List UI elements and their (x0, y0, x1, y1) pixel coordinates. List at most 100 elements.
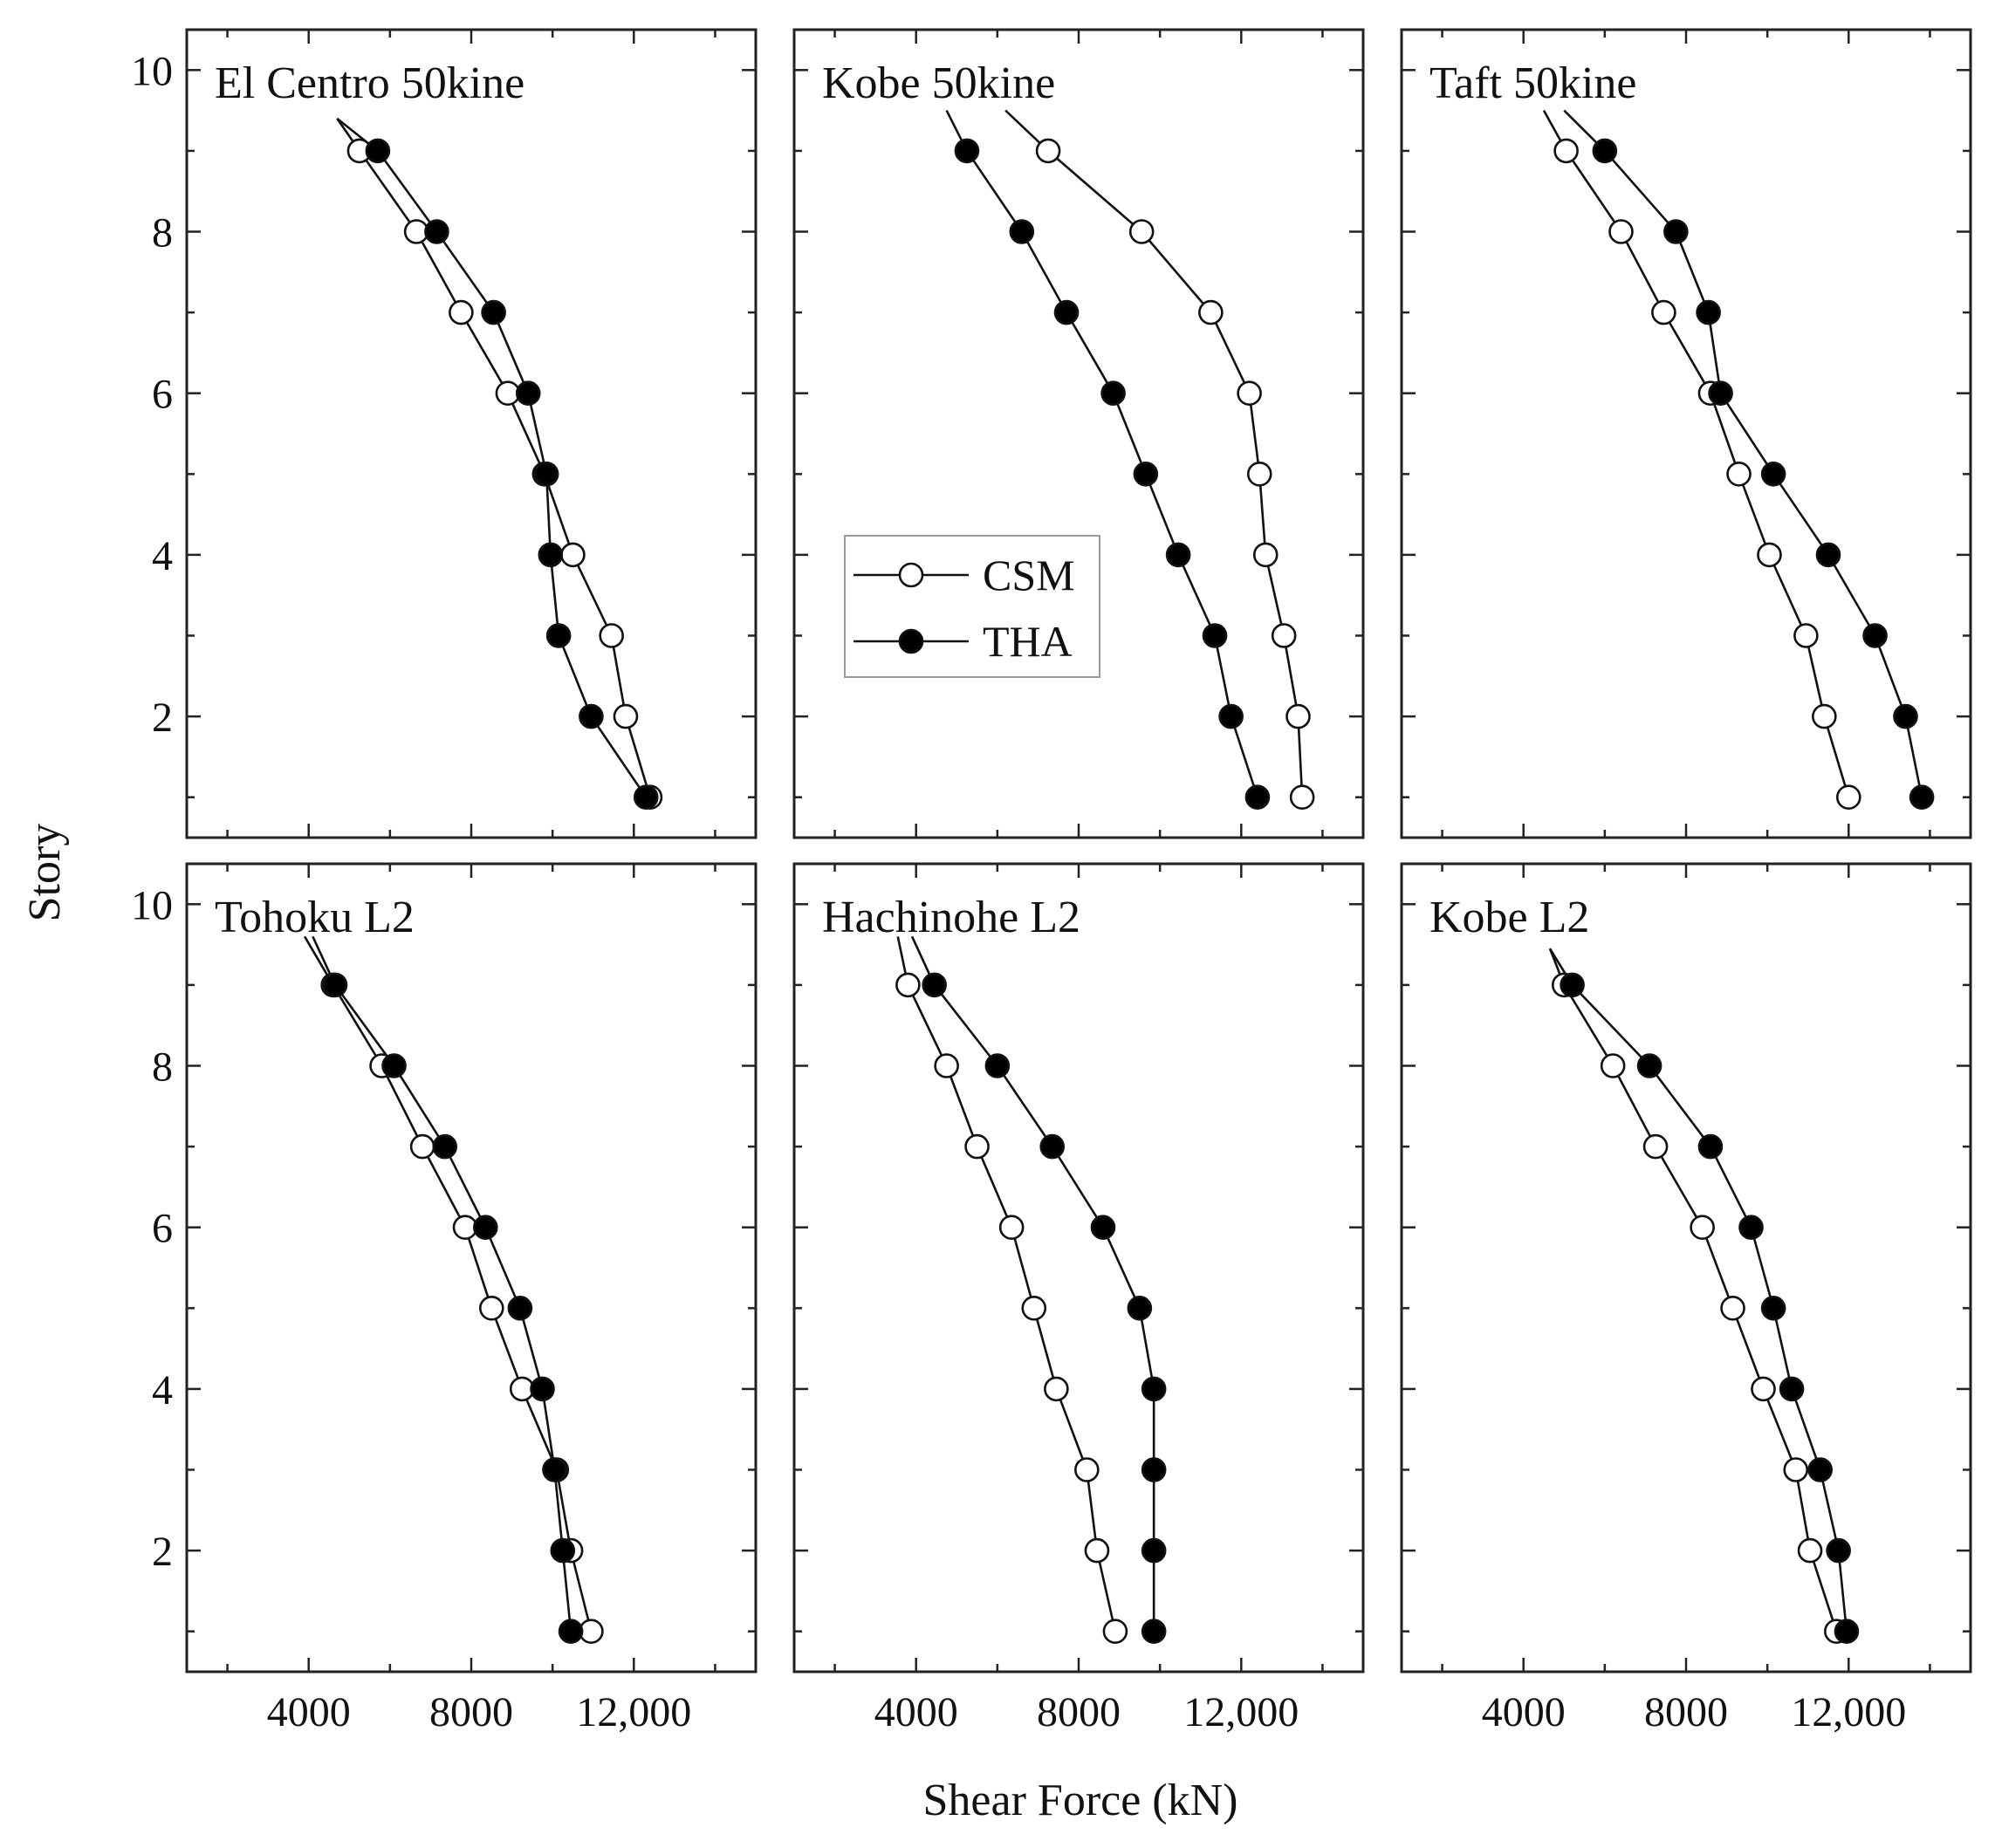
series-line-csm (1542, 109, 1850, 798)
data-point-csm (1793, 623, 1819, 648)
plot-frame (1400, 862, 1972, 1673)
data-point-tha (1141, 1376, 1167, 1402)
panel-title: Taft 50kine (1429, 58, 1637, 108)
plot-frame (185, 28, 758, 839)
data-point-csm (1044, 1376, 1069, 1402)
data-point-tha (1053, 299, 1080, 325)
data-point-csm (1720, 1296, 1745, 1321)
y-tick-label: 6 (152, 372, 173, 418)
data-point-tha (954, 138, 980, 164)
data-point-tha (1815, 542, 1841, 568)
x-tick-label: 4000 (1482, 1689, 1566, 1735)
series-line-tha (312, 935, 572, 1632)
plot-frame (1400, 28, 1972, 839)
data-point-tha (1039, 1133, 1066, 1160)
data-point-tha (1009, 219, 1035, 244)
data-point-tha (1141, 1619, 1167, 1644)
data-point-csm (1021, 1296, 1047, 1321)
data-point-csm (1726, 461, 1752, 487)
data-point-csm (1835, 784, 1861, 811)
panel-4: 4000 8000 12,000 2 4 6 8 10 Tohoku L2 (131, 862, 758, 1735)
data-point-tha (424, 219, 449, 244)
data-point-csm (1651, 299, 1676, 325)
data-point-tha (1165, 542, 1191, 568)
x-tick-label: 4000 (267, 1689, 351, 1735)
data-point-tha (533, 461, 559, 487)
data-point-csm (1751, 1376, 1776, 1402)
data-point-tha (1090, 1215, 1116, 1240)
y-tick-label: 10 (131, 48, 173, 94)
data-point-tha (1663, 219, 1689, 244)
data-point-tha (1244, 784, 1271, 811)
data-point-csm (1797, 1537, 1823, 1564)
data-point-tha (1760, 1296, 1786, 1321)
panel-title: El Centro 50kine (215, 58, 524, 108)
y-tick-label: 2 (152, 695, 173, 741)
x-tick-label: 12,000 (1791, 1689, 1906, 1735)
data-point-tha (545, 623, 572, 648)
data-point-tha (550, 1537, 576, 1564)
data-point-tha (1127, 1296, 1153, 1321)
data-point-csm (1271, 623, 1297, 648)
legend-marker-tha (898, 628, 924, 654)
series-line-csm (896, 936, 1117, 1632)
x-tick-label: 8000 (1037, 1689, 1121, 1735)
x-tick-label: 12,000 (1183, 1689, 1299, 1735)
series-line-csm (1548, 948, 1838, 1632)
data-point-csm (1608, 219, 1634, 244)
data-point-csm (1285, 703, 1311, 729)
data-point-tha (1909, 784, 1935, 811)
y-tick-label: 10 (131, 882, 173, 928)
data-point-tha (1202, 623, 1228, 648)
data-point-tha (922, 972, 947, 998)
data-point-tha (1862, 623, 1888, 648)
data-point-tha (432, 1133, 458, 1160)
series-line-tha (1563, 109, 1923, 797)
data-point-csm (478, 1296, 504, 1321)
data-point-tha (1560, 972, 1585, 998)
data-point-csm (1600, 1053, 1626, 1078)
data-point-csm (934, 1053, 959, 1078)
data-point-tha (481, 299, 506, 325)
data-point-tha (579, 703, 604, 729)
x-tick-label: 4000 (874, 1689, 958, 1735)
data-point-tha (1779, 1376, 1805, 1402)
x-tick-label: 8000 (429, 1689, 513, 1735)
data-point-csm (1690, 1215, 1715, 1240)
panels: 2 4 6 8 10 El Centro 50kine Kobe 50kine CSM THA T… (131, 28, 1972, 1735)
data-point-tha (984, 1053, 1011, 1078)
data-point-tha (1592, 138, 1618, 164)
data-point-tha (1141, 1457, 1167, 1482)
panel-1: 2 4 6 8 10 El Centro 50kine (131, 28, 758, 839)
data-point-csm (449, 299, 474, 325)
data-point-tha (1697, 1133, 1724, 1160)
x-tick-label: 8000 (1644, 1689, 1728, 1735)
data-point-tha (322, 972, 348, 998)
data-point-csm (1812, 703, 1837, 729)
panel-title: Tohoku L2 (215, 893, 415, 942)
panel-title: Hachinohe L2 (822, 893, 1080, 942)
data-point-csm (1237, 380, 1262, 407)
data-point-tha (1708, 380, 1733, 407)
data-point-csm (1084, 1537, 1110, 1564)
y-tick-label: 8 (152, 1044, 173, 1091)
data-point-csm (1252, 542, 1279, 568)
data-point-csm (895, 972, 921, 998)
panel-title: Kobe L2 (1429, 893, 1589, 942)
series-line-tha (910, 935, 1155, 1632)
y-axis-title: Story (20, 824, 70, 922)
series-line-csm (336, 118, 652, 798)
data-point-tha (1636, 1053, 1662, 1078)
data-point-csm (1289, 784, 1315, 811)
data-point-csm (1757, 542, 1782, 568)
series-line-tha (945, 110, 1259, 798)
legend-marker-csm (898, 562, 924, 588)
panel-2: Kobe 50kine CSM THA (792, 28, 1365, 839)
data-point-csm (1128, 219, 1155, 244)
y-tick-label: 6 (152, 1206, 173, 1252)
data-point-csm (1035, 138, 1061, 164)
data-point-tha (1834, 1619, 1860, 1644)
data-point-tha (515, 380, 541, 407)
series-line-csm (1004, 109, 1304, 797)
